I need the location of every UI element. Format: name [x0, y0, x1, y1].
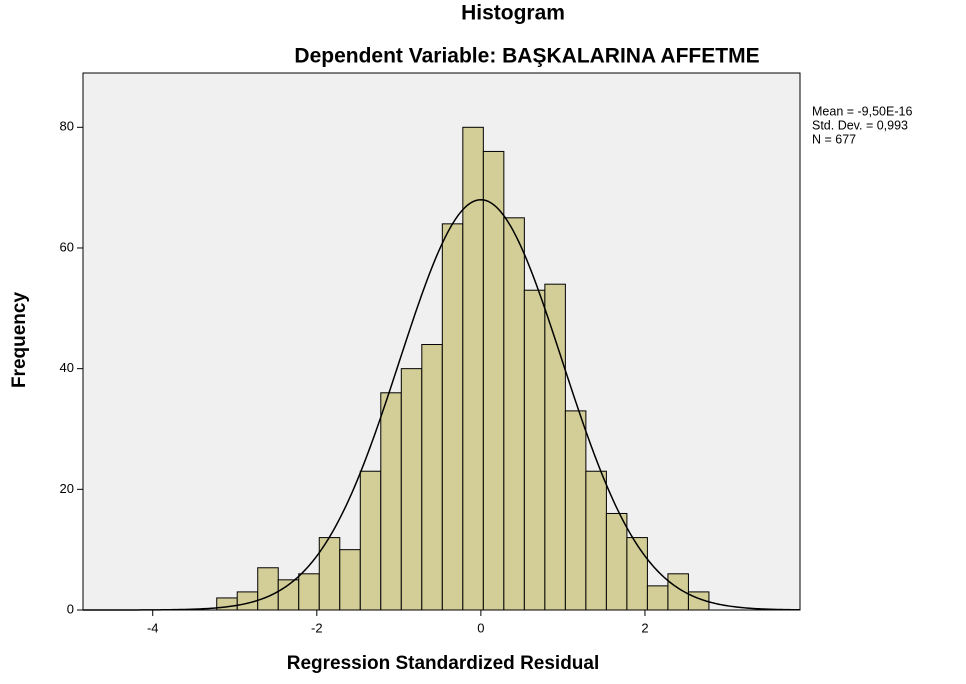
x-tick-label: 0 [477, 620, 484, 635]
stat-label: Std. Dev. = 0,993 [812, 118, 908, 132]
stat-label: Mean = -9,50E-16 [812, 104, 912, 118]
bar [421, 344, 443, 611]
bar [626, 537, 648, 611]
chart-title: Histogram [461, 2, 565, 25]
y-tick-label: 0 [67, 601, 74, 616]
y-tick-label: 60 [60, 239, 74, 254]
y-axis-label: Frequency [9, 292, 30, 389]
stat-label: N = 677 [812, 132, 856, 146]
bar [441, 223, 464, 611]
bar [544, 283, 566, 611]
bar [564, 410, 587, 611]
bar [400, 368, 423, 611]
x-axis-label: Regression Standardized Residual [287, 653, 600, 674]
bar [339, 549, 361, 611]
bar [298, 573, 320, 611]
normal-curve [83, 198, 801, 611]
bar [503, 217, 525, 611]
x-tick-label: -2 [311, 620, 323, 635]
bar [380, 392, 402, 611]
bar [359, 470, 382, 611]
bar [482, 150, 505, 611]
y-tick-label: 20 [60, 481, 74, 496]
bar [646, 585, 669, 611]
y-tick-label: 80 [60, 119, 74, 134]
chart-subtitle: Dependent Variable: BAŞKALARINA AFFETME [294, 45, 759, 68]
x-tick-label: 2 [641, 620, 648, 635]
x-tick-label: -4 [147, 620, 159, 635]
plot-frame [82, 72, 801, 611]
bar [585, 470, 607, 611]
bar [605, 512, 628, 611]
bar [523, 289, 546, 611]
y-tick-label: 40 [60, 360, 74, 375]
bar [257, 567, 279, 611]
